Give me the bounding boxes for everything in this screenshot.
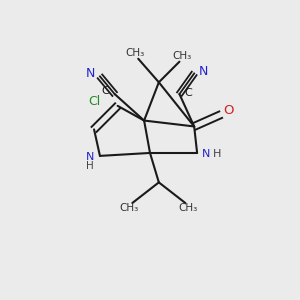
- Text: C: C: [184, 88, 192, 98]
- Text: CH₃: CH₃: [179, 203, 198, 213]
- Text: CH₃: CH₃: [120, 203, 139, 213]
- Text: C: C: [101, 86, 109, 96]
- Text: CH₃: CH₃: [126, 48, 145, 59]
- Text: CH₃: CH₃: [173, 51, 192, 62]
- Text: H: H: [213, 149, 222, 159]
- Text: Cl: Cl: [88, 95, 100, 108]
- Text: O: O: [223, 104, 233, 117]
- Text: N: N: [202, 149, 211, 159]
- Text: N: N: [85, 152, 94, 162]
- Text: N: N: [198, 65, 208, 79]
- Text: H: H: [86, 161, 94, 171]
- Text: N: N: [86, 67, 95, 80]
